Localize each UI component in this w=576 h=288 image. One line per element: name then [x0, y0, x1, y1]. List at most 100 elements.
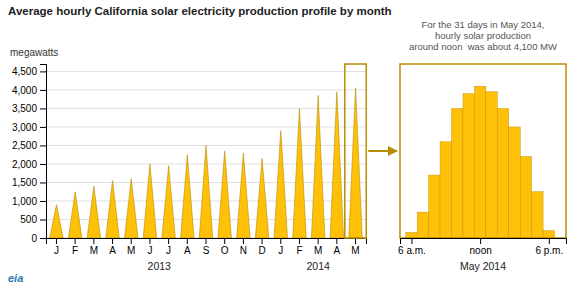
grid-line: [46, 71, 366, 72]
y-tick-mark: [40, 145, 46, 146]
bar: [532, 192, 543, 238]
bar: [429, 175, 440, 238]
y-tick: 4,500: [12, 66, 46, 77]
bar: [349, 88, 362, 238]
y-label: megawatts: [10, 47, 58, 58]
bar: [255, 158, 268, 238]
x-tick-label: S: [203, 245, 210, 256]
x-axis-line: [401, 239, 567, 245]
x-tick: J: [278, 238, 283, 256]
x-tick-mark: [187, 238, 188, 244]
x-tick-mark: [355, 238, 356, 244]
credit: eia: [8, 272, 23, 284]
bar: [237, 153, 250, 238]
x-tick-mark: [299, 238, 300, 244]
y-tick-mark: [40, 71, 46, 72]
y-tick-mark: [40, 90, 46, 91]
x-tick-label: M: [351, 245, 359, 256]
y-tick-label: 1,500: [12, 177, 37, 188]
bar: [463, 94, 474, 238]
bar: [452, 108, 463, 238]
highlight-box: [345, 64, 366, 238]
plot-area: [406, 86, 555, 238]
x-tick-label: F: [296, 245, 302, 256]
x-tick: S: [203, 238, 210, 256]
bar: [87, 186, 100, 238]
y-tick: 500: [20, 214, 46, 225]
x-tick-label: A: [109, 245, 116, 256]
x-tick-label: A: [334, 245, 341, 256]
bar: [50, 205, 63, 238]
x-tick-mark: [336, 238, 337, 244]
x-tick-label: J: [166, 245, 171, 256]
y-tick-label: 4,500: [12, 66, 37, 77]
x-tick-mark: [75, 238, 76, 244]
x-label: May 2014: [460, 260, 506, 272]
bar: [143, 164, 156, 238]
x-tick: 6 a.m.: [398, 238, 426, 256]
x-tick: J: [54, 238, 59, 256]
x-tick-label: 6 p.m.: [535, 245, 563, 256]
x-tick-label: D: [258, 245, 265, 256]
title: Average hourly California solar electric…: [8, 5, 392, 17]
x-tick-label: J: [147, 245, 152, 256]
group-label: 2013: [148, 260, 172, 272]
grid-line: [46, 89, 366, 90]
x-tick-mark: [112, 238, 113, 244]
y-tick-mark: [40, 182, 46, 183]
bar: [440, 142, 451, 238]
x-tick-label: M: [314, 245, 322, 256]
y-tick: 3,000: [12, 122, 46, 133]
x-tick: A: [184, 238, 191, 256]
x-tick-label: 6 a.m.: [398, 245, 426, 256]
x-tick: A: [334, 238, 341, 256]
bar: [330, 92, 343, 238]
y-tick-mark: [40, 164, 46, 165]
x-tick-label: O: [221, 245, 229, 256]
x-tick: J: [166, 238, 171, 256]
y-axis-line: [40, 65, 47, 239]
x-tick: J: [147, 238, 152, 256]
x-tick: F: [72, 238, 78, 256]
x-tick-mark: [243, 238, 244, 244]
x-tick-mark: [224, 238, 225, 244]
x-tick-mark: [206, 238, 207, 244]
y-tick: 0: [31, 233, 46, 244]
bar: [509, 127, 520, 238]
y-tick-label: 3,500: [12, 103, 37, 114]
bar: [274, 131, 287, 238]
y-tick-label: 4,000: [12, 85, 37, 96]
bar: [68, 192, 81, 238]
x-tick: 6 p.m.: [535, 238, 563, 256]
x-tick: A: [109, 238, 116, 256]
x-tick-mark: [168, 238, 169, 244]
x-axis: 6 a.m. noon 6 p.m.: [398, 238, 566, 256]
bar: [218, 151, 231, 238]
y-tick-mark: [40, 201, 46, 202]
x-tick: O: [221, 238, 229, 256]
x-tick-label: M: [90, 245, 98, 256]
x-tick: M: [90, 238, 98, 256]
y-tick: 3,500: [12, 103, 46, 114]
x-tick-mark: [280, 238, 281, 244]
annotation: For the 31 days in May 2014,hourly solar…: [409, 19, 557, 52]
arrow: [368, 150, 397, 152]
x-tick-label: F: [72, 245, 78, 256]
x-tick-label: J: [278, 245, 283, 256]
annotation-line: around noon was about 4,100 MW: [409, 41, 557, 52]
y-tick: 2,500: [12, 140, 46, 151]
x-tick-label: N: [240, 245, 247, 256]
y-axis: 05001,0001,5002,0002,5003,0003,5004,0004…: [12, 65, 47, 244]
y-tick-mark: [40, 108, 46, 109]
bar: [474, 86, 485, 238]
bar: [181, 155, 194, 238]
x-tick-label: J: [54, 245, 59, 256]
annotation-line: For the 31 days in May 2014,: [421, 19, 544, 30]
y-tick-mark: [40, 219, 46, 220]
y-tick: 4,000: [12, 85, 46, 96]
bar: [293, 108, 306, 238]
x-tick-label: A: [184, 245, 191, 256]
bar: [520, 157, 531, 238]
x-tick-label: noon: [470, 245, 492, 256]
x-tick-mark: [480, 238, 481, 244]
